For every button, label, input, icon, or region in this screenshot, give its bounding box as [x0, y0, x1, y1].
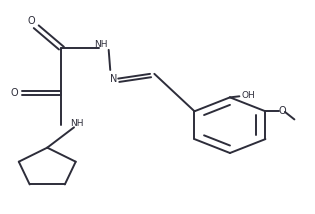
Text: NH: NH [71, 119, 84, 128]
Text: O: O [279, 106, 287, 116]
Text: NH: NH [94, 40, 107, 49]
Text: OH: OH [242, 91, 256, 100]
Text: O: O [10, 88, 18, 98]
Text: O: O [28, 16, 35, 26]
Text: N: N [110, 74, 117, 84]
